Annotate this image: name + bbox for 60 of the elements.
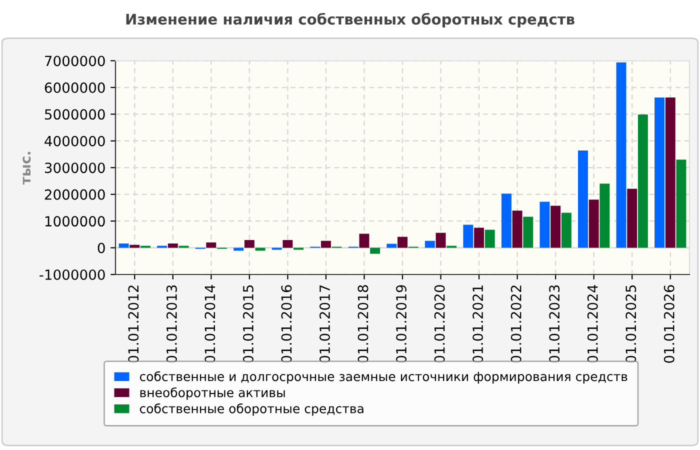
bar [616,62,626,248]
y-tick-label: 1000000 [45,216,105,227]
bar [676,160,686,248]
bar [424,240,435,248]
bar [386,244,397,248]
bar [359,234,370,248]
y-tick-label: 7000000 [45,56,105,66]
bar [540,202,550,248]
bar [398,236,408,248]
bar [206,242,216,248]
y-axis-title: тыс. [22,152,31,185]
x-tick-label: 01.01.2021 [472,286,484,363]
bar [512,210,522,248]
bar [370,248,380,254]
bar [474,228,484,248]
chart-title: Изменение наличия собственных оборотных средств [126,12,574,28]
x-tick-label: 01.01.2023 [549,285,560,363]
bar [244,240,254,248]
y-tick-label: 4000000 [44,136,105,146]
bar [550,206,561,248]
y-tick-label: 6000000 [44,82,105,93]
bar [561,212,572,248]
x-tick-label: 01.01.2019 [396,285,407,363]
legend-label: собственные и долгосрочные заемные источники формирования средств [140,371,628,384]
x-tick-label: 01.01.2022 [510,286,522,363]
y-tick-label: 0 [98,242,105,254]
bar [463,224,474,248]
bar [654,97,665,248]
x-tick-label: 01.01.2013 [166,285,177,363]
x-tick-label: 01.01.2018 [358,285,368,363]
x-tick-label: 01.01.2012 [128,286,139,363]
bar [436,232,446,248]
bar [501,194,512,248]
x-tick-label: 01.01.2017 [319,285,330,363]
bar [588,200,599,248]
x-tick-label: 01.01.2016 [281,285,292,363]
bar [282,240,293,248]
x-tick-label: 01.01.2025 [626,285,636,363]
bar [627,188,638,248]
bar [638,114,648,248]
x-tick-label: 01.01.2026 [664,285,674,363]
bar [523,216,534,248]
legend-label: собственные оборотные средства [140,403,364,416]
bar [320,240,331,248]
x-tick-label: 01.01.2024 [587,285,598,363]
bar [118,244,129,248]
bar [484,230,495,248]
y-tick-label: 3000000 [44,162,105,174]
legend-label: внеоборотные активы [140,387,285,400]
x-tick-label: 01.01.2020 [434,285,445,363]
bar [130,244,140,248]
bar [600,184,610,248]
bar [168,244,178,248]
bar [665,97,676,248]
y-tick-label: 5000000 [44,109,105,120]
y-tick-label: -1000000 [40,269,105,280]
x-tick-label: 01.01.2014 [204,285,216,363]
bar [578,150,588,248]
y-tick-label: 2000000 [44,189,105,200]
x-tick-label: 01.01.2015 [242,285,254,363]
